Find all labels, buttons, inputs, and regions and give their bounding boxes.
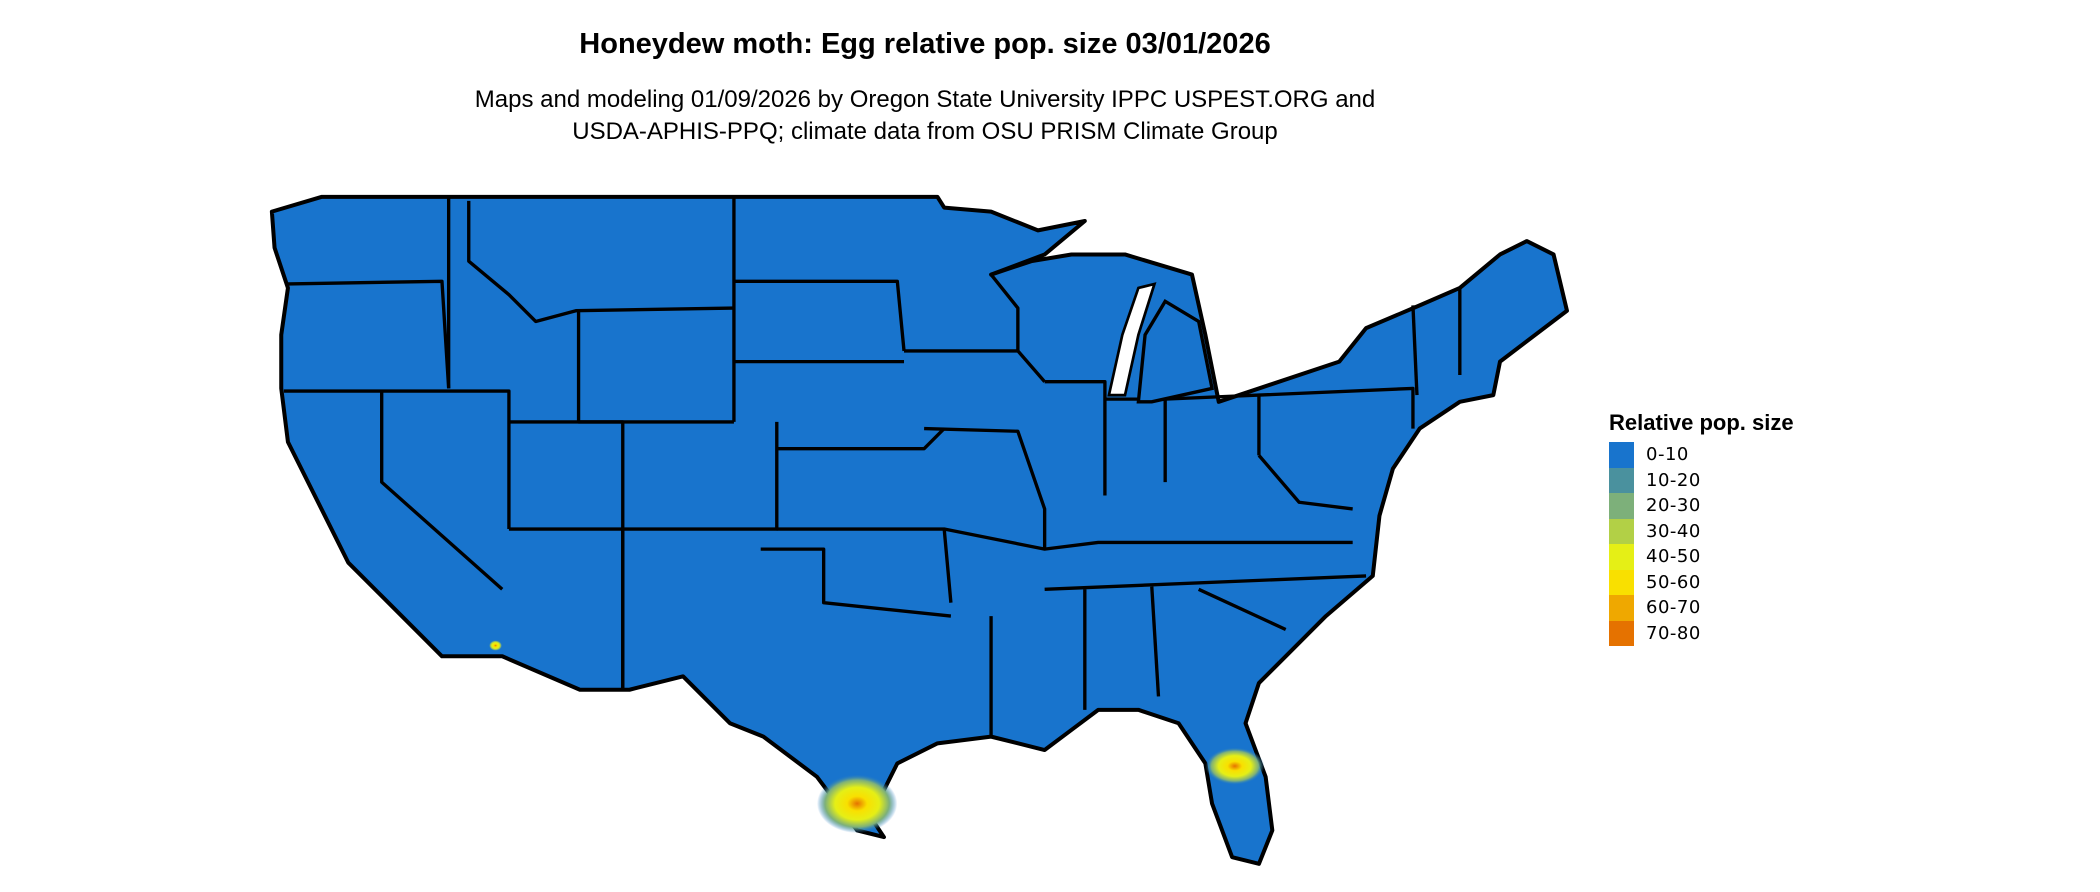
hotspot-south-texas bbox=[816, 774, 898, 834]
map-title: Honeydew moth: Egg relative pop. size 03… bbox=[579, 28, 1271, 60]
legend-swatch bbox=[1609, 442, 1634, 468]
legend-swatch bbox=[1609, 493, 1634, 519]
legend-item: 10-20 bbox=[1609, 467, 1794, 493]
legend-item: 50-60 bbox=[1609, 569, 1794, 595]
legend-label: 30-40 bbox=[1646, 520, 1701, 542]
lake-michigan bbox=[1107, 282, 1157, 397]
legend-swatch bbox=[1609, 518, 1634, 544]
legend-swatch bbox=[1609, 595, 1634, 621]
legend-label: 0-10 bbox=[1646, 444, 1689, 466]
legend-item: 60-70 bbox=[1609, 595, 1794, 621]
legend-item: 20-30 bbox=[1609, 493, 1794, 519]
map-subtitle: Maps and modeling 01/09/2026 by Oregon S… bbox=[0, 84, 1850, 148]
legend-label: 40-50 bbox=[1646, 546, 1701, 568]
legend-label: 50-60 bbox=[1646, 571, 1701, 593]
hotspot-california bbox=[488, 640, 503, 651]
legend-label: 70-80 bbox=[1646, 622, 1701, 644]
state-borders bbox=[283, 196, 1462, 737]
legend-item: 0-10 bbox=[1609, 442, 1794, 468]
legend-swatch bbox=[1609, 544, 1634, 570]
legend-label: 10-20 bbox=[1646, 469, 1701, 491]
subtitle-line-1: Maps and modeling 01/09/2026 by Oregon S… bbox=[474, 86, 1376, 113]
legend-item: 30-40 bbox=[1609, 518, 1794, 544]
legend-label: 20-30 bbox=[1646, 495, 1701, 517]
legend-swatch bbox=[1609, 569, 1634, 595]
hotspot-florida bbox=[1205, 747, 1265, 785]
subtitle-line-2: USDA-APHIS-PPQ; climate data from OSU PR… bbox=[572, 118, 1278, 145]
legend: Relative pop. size 0-10 10-20 20-30 30-40 40… bbox=[1609, 410, 1794, 646]
lower-michigan bbox=[1136, 299, 1215, 404]
legend-label: 60-70 bbox=[1646, 597, 1701, 619]
legend-item: 70-80 bbox=[1609, 620, 1794, 646]
legend-swatch bbox=[1609, 467, 1634, 493]
legend-title: Relative pop. size bbox=[1609, 410, 1794, 435]
legend-item: 40-50 bbox=[1609, 544, 1794, 570]
legend-swatch bbox=[1609, 620, 1634, 646]
